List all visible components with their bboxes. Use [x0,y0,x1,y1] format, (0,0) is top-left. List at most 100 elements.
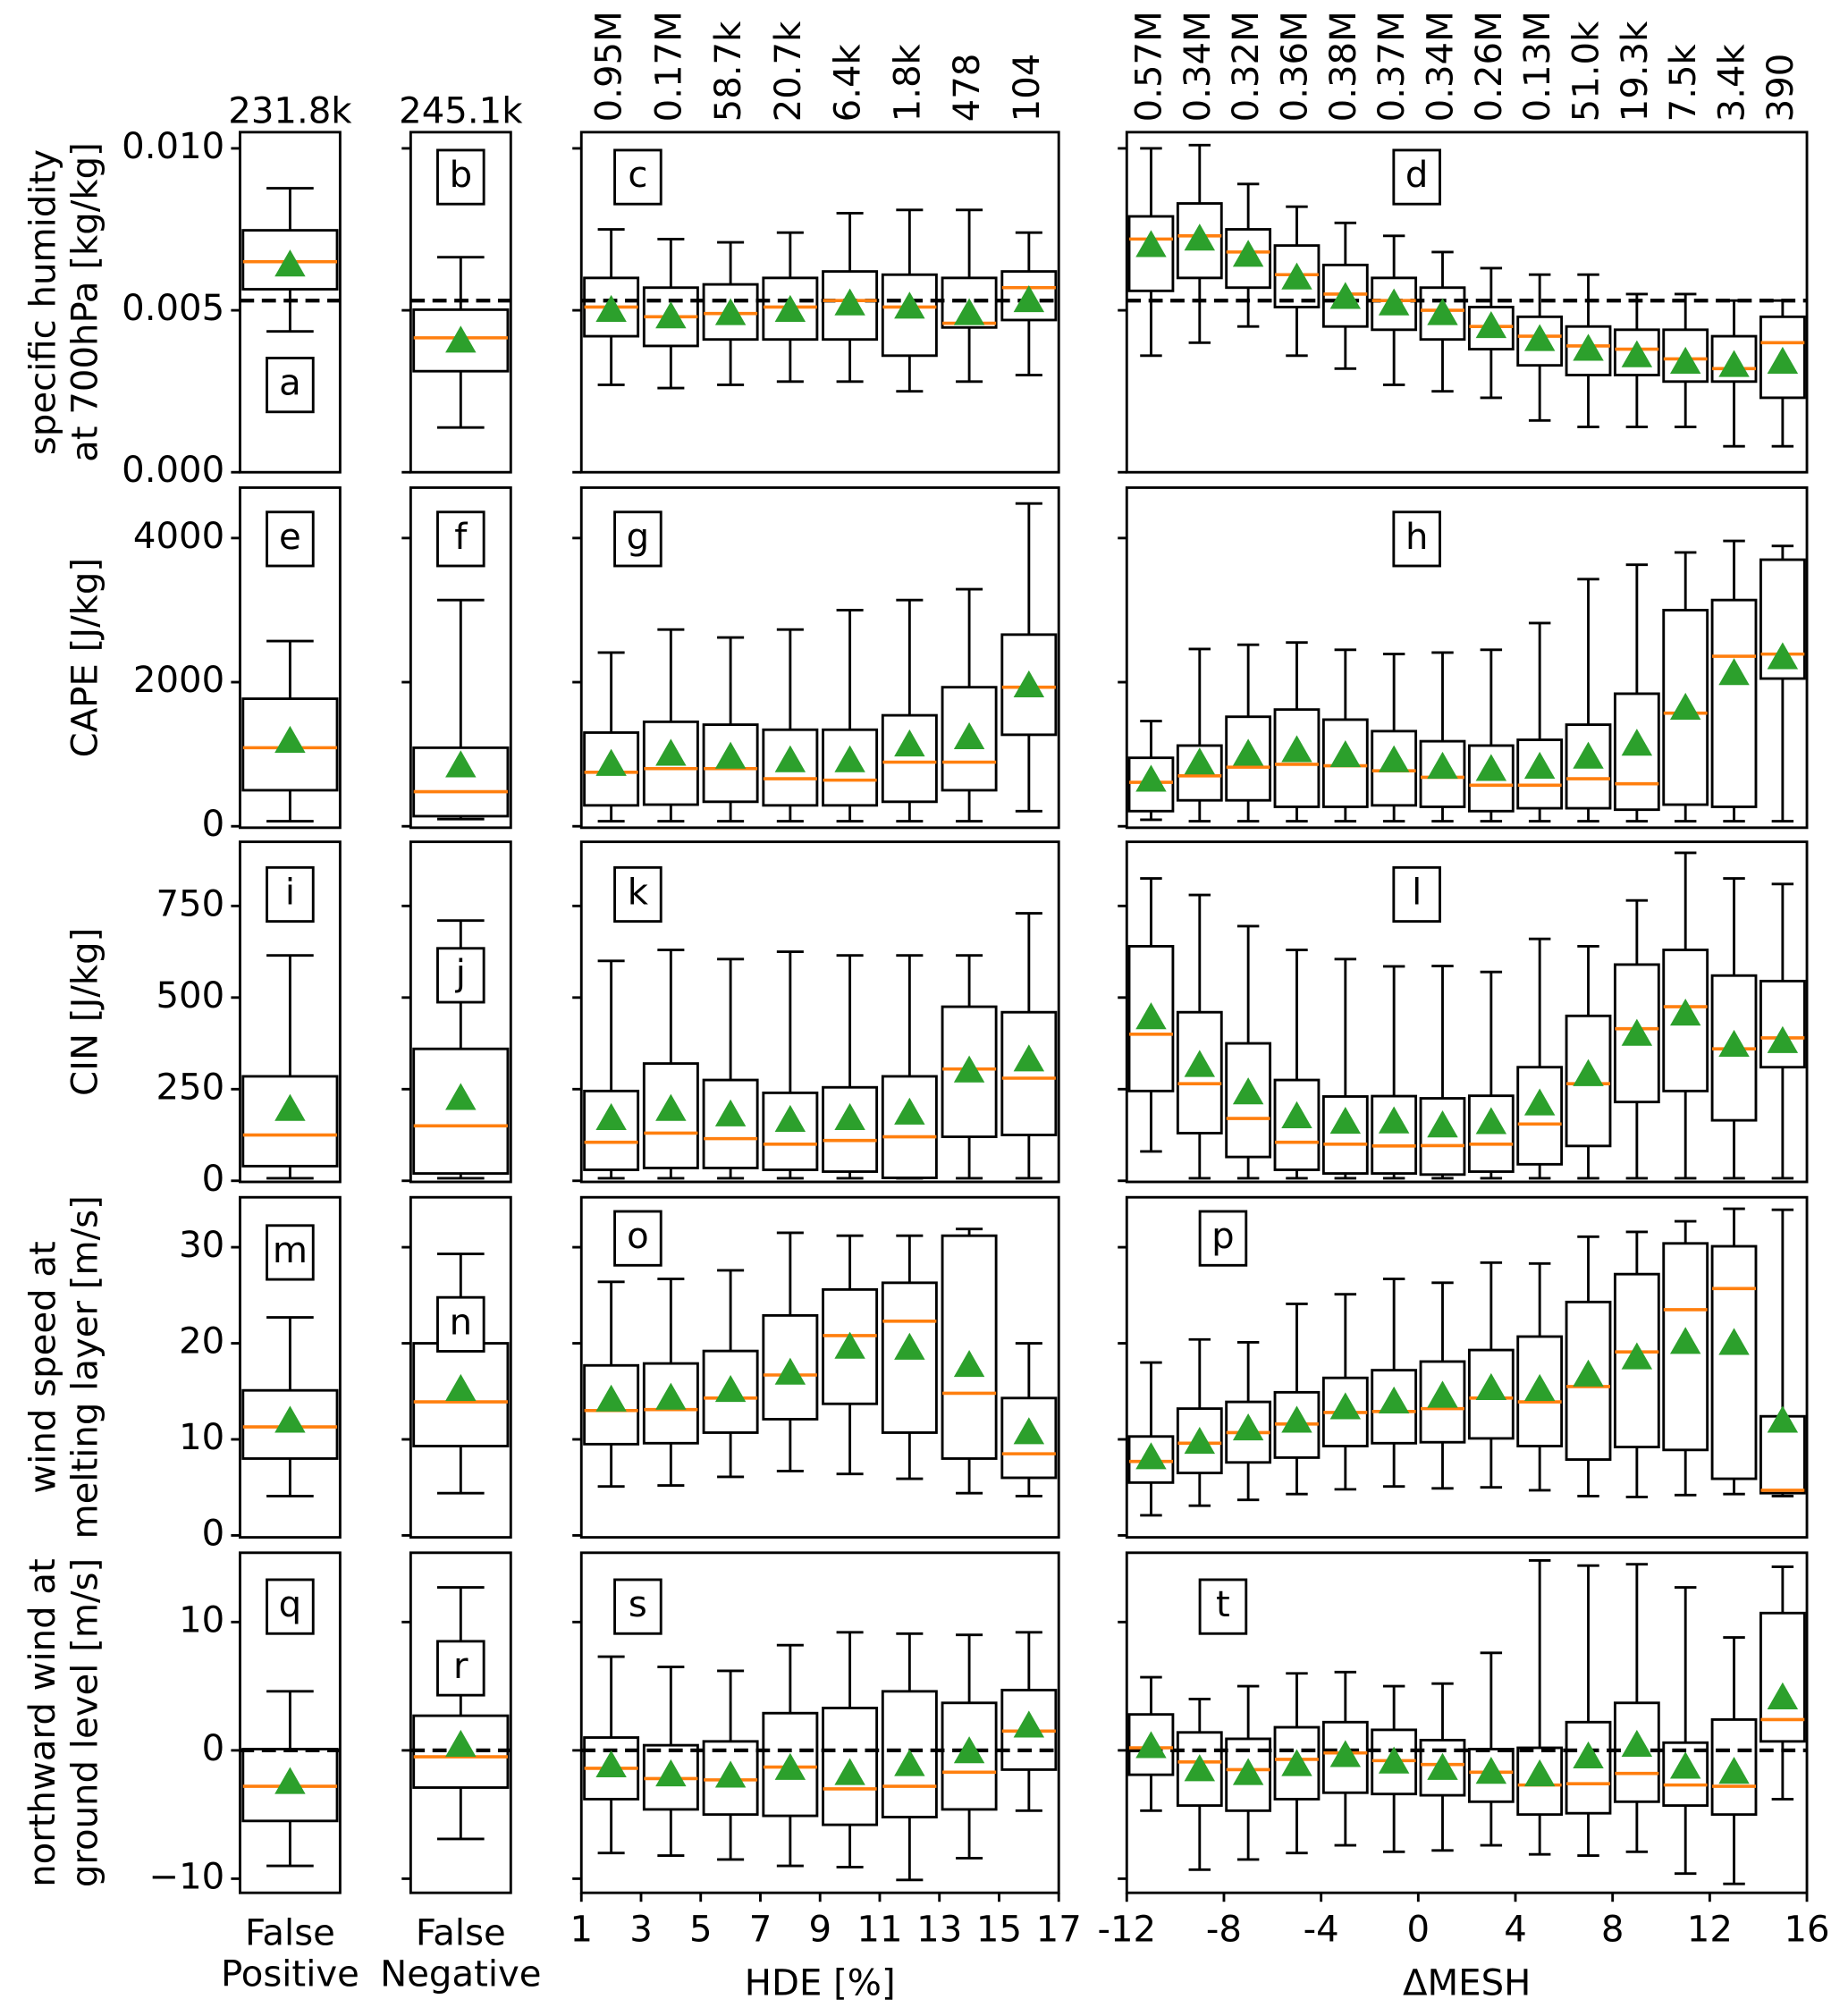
mean-marker [1281,1749,1312,1776]
mean-marker [1135,230,1167,257]
category-label: False [245,1913,335,1954]
panel-letter: e [279,517,301,558]
mean-marker [714,1760,747,1788]
mean-marker [1135,1731,1167,1759]
mean-marker [953,298,985,325]
y-tick-label: 4000 [133,516,224,557]
mean-marker [1523,1759,1556,1787]
box [1613,1701,1660,1803]
box [702,723,759,804]
box [583,731,640,807]
panel-frame [239,1551,342,1894]
box [1000,1010,1058,1136]
x-tick-label: 5 [689,1909,713,1950]
panel-frame [239,486,342,830]
y-tick-label: 250 [156,1067,224,1108]
mean-marker [655,1382,687,1410]
panel-frame [1125,840,1809,1184]
mean-marker [1427,751,1458,780]
mean-marker [894,729,925,757]
box [1467,1348,1515,1440]
box [941,686,998,792]
mean-marker [1329,1106,1362,1135]
box [412,1047,510,1176]
box [1225,1042,1272,1159]
box [1759,315,1806,400]
y-tick-label: 0 [202,1159,225,1200]
panel-frame [409,1195,512,1539]
y-tick-label: 0.010 [122,126,224,167]
mean-marker [655,1759,687,1787]
mean-marker [1621,1729,1653,1758]
panel-frame [579,1551,1060,1894]
panel-letter: g [627,517,650,558]
panel-letter-box [436,148,485,206]
box [1419,1097,1466,1177]
box [941,1701,998,1811]
y-axis-label: wind speed at [22,1241,63,1493]
x-axis-label: HDE [%] [745,1963,896,2004]
count-label: 7.5k [1663,43,1704,122]
count-label: 3.4k [1712,43,1753,122]
y-axis-label: at 700hPa [kg/kg] [65,142,106,462]
mean-marker [274,1093,306,1121]
panel-letter: s [629,1584,647,1625]
mean-marker [834,1102,865,1131]
panel-frame [409,840,512,1184]
x-tick-label: 12 [1687,1909,1733,1950]
count-label: 390 [1760,54,1802,122]
box [583,1089,640,1171]
mean-marker [1135,1002,1167,1030]
mean-marker [1281,1405,1312,1433]
box [762,1711,819,1818]
mean-marker [1184,1050,1216,1077]
x-tick-label: 11 [856,1909,902,1950]
box [1273,1078,1321,1171]
panel-letter: a [279,363,301,404]
box [1710,598,1758,808]
box [1127,1435,1175,1484]
mean-marker [834,1331,865,1359]
x-tick-label: -4 [1304,1909,1339,1950]
count-label: 0.95M [589,11,630,122]
box [1516,1335,1564,1447]
box [241,229,339,291]
x-tick-label: 16 [1784,1909,1829,1950]
count-label: 51.0k [1566,21,1608,122]
y-axis-label: specific humidity [22,149,63,455]
x-tick-label: 0 [1407,1909,1430,1950]
box [412,746,510,818]
x-tick-label: 3 [629,1909,653,1950]
box [1273,244,1321,308]
count-label: 0.38M [1323,11,1364,122]
mean-marker [1573,1359,1604,1387]
panel-letter: j [455,953,466,994]
box [822,270,879,342]
panel-letter-box [1198,1210,1248,1267]
mean-marker [1718,350,1750,377]
category-label: Positive [221,1954,359,1995]
box [941,1005,998,1139]
box [1565,325,1612,376]
mean-marker [595,294,627,323]
y-tick-label: 0.000 [122,450,224,491]
mean-marker [1523,751,1556,780]
box [762,728,819,807]
box [1662,609,1709,806]
mean-marker [1523,1373,1556,1402]
panel-letter-box [266,865,315,924]
mean-marker [655,301,687,329]
mean-marker [595,1750,627,1778]
box [1000,633,1058,737]
mean-marker [1718,1029,1750,1058]
mean-marker [1427,1110,1458,1138]
panel-letter-box [436,947,485,1004]
mean-marker [1013,670,1045,697]
box [1662,1741,1709,1808]
mean-marker [1427,298,1458,325]
mean-marker [1621,1342,1653,1370]
box [1419,1360,1466,1444]
box [1662,949,1709,1092]
mean-marker [595,1102,627,1131]
y-tick-label: 10 [179,1599,224,1641]
